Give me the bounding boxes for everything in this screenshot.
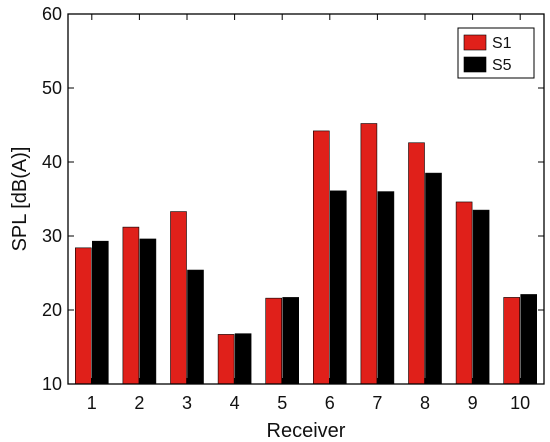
x-tick-label: 1 [87,393,97,413]
x-tick-label: 4 [230,393,240,413]
x-axis-ticks: 1 2 3 4 5 6 7 8 9 10 [87,14,530,413]
y-axis-label: SPL [dB(A)] [9,147,31,252]
x-tick-label: 5 [277,393,287,413]
y-tick-label: 50 [42,78,62,98]
bar-s1-7 [360,123,378,385]
bar-s5-5 [282,297,300,385]
x-tick-label: 6 [325,393,335,413]
y-axis-ticks: 10 20 30 40 50 60 [42,4,544,394]
x-tick-label: 2 [134,393,144,413]
bar-s5-8 [425,172,442,385]
y-tick-label: 30 [42,226,62,246]
x-tick-label: 10 [510,393,530,413]
bar-s5-6 [329,190,347,385]
legend-swatch-s1 [463,34,487,51]
bar-s1-2 [122,226,140,385]
y-tick-label: 10 [42,374,62,394]
bar-s5-3 [187,269,204,385]
plot-frame [67,13,545,385]
bar-s1-9 [455,201,473,385]
bars-group [75,123,538,385]
legend-label-s1: S1 [492,35,512,52]
y-tick-label: 20 [42,300,62,320]
bar-s5-2 [139,238,157,385]
bar-s5-10 [520,294,538,385]
y-tick-label: 40 [42,152,62,172]
bar-s1-8 [408,142,425,385]
bar-s5-4 [234,333,252,385]
x-tick-label: 9 [468,393,478,413]
bar-s1-6 [312,130,330,385]
bar-s1-5 [265,297,283,385]
y-tick-label: 60 [42,4,62,24]
bar-s1-3 [170,211,187,385]
bar-s5-1 [92,240,109,385]
bar-s5-7 [377,191,395,385]
bar-s1-4 [217,334,235,385]
x-axis-label: Receiver [267,420,346,442]
x-tick-label: 8 [420,393,430,413]
x-tick-label: 3 [182,393,192,413]
bar-s5-9 [472,209,490,385]
x-tick-label: 7 [372,393,382,413]
legend-swatch-s5 [463,56,487,73]
legend-label-s5: S5 [492,57,512,74]
bar-s1-10 [503,297,521,385]
bar-s1-1 [75,247,92,385]
